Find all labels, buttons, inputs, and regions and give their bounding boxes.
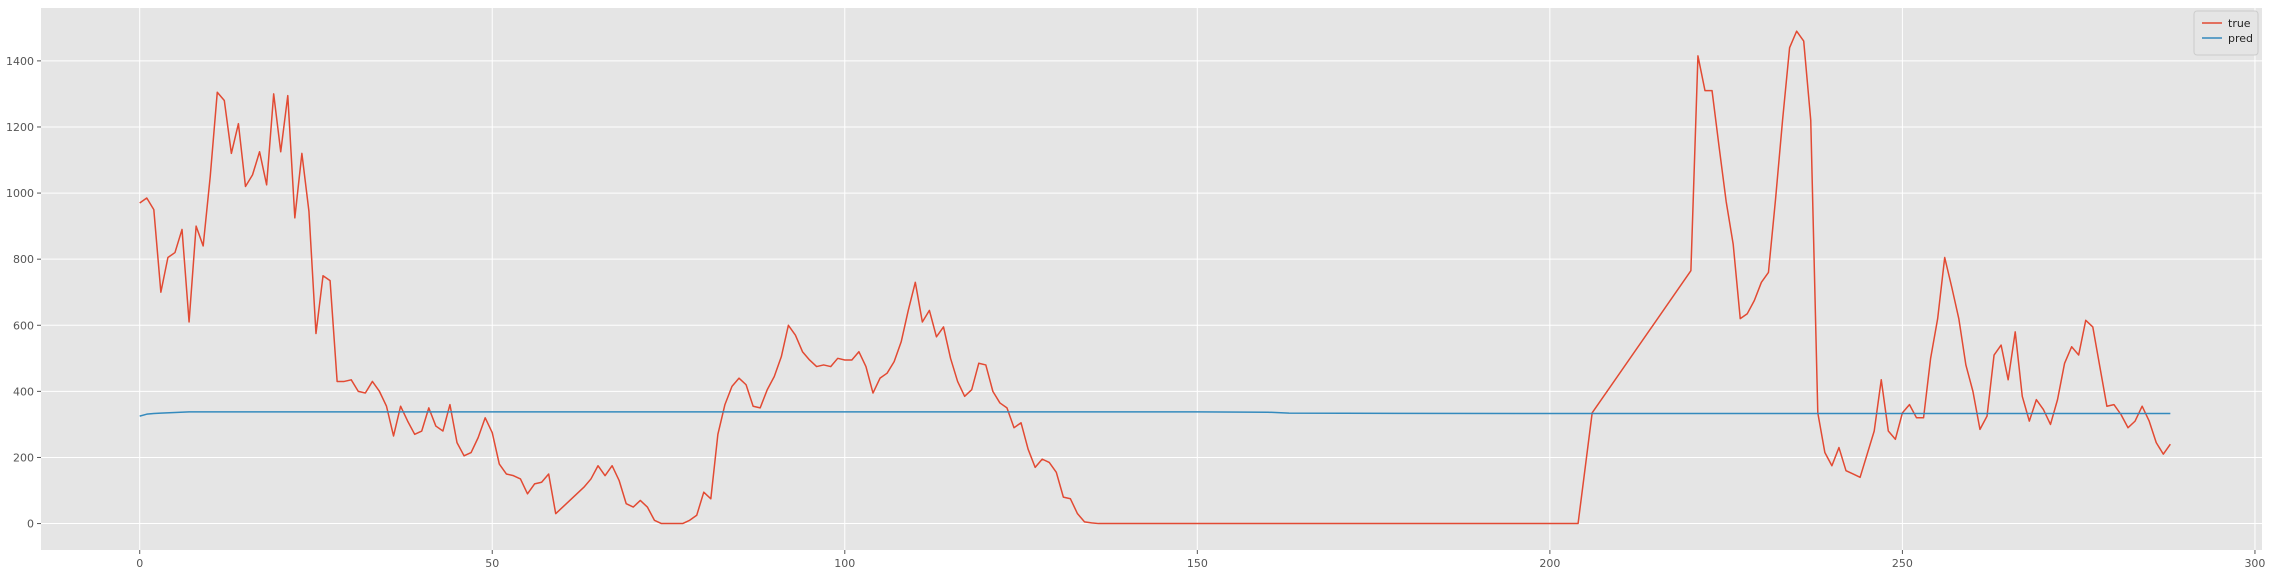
series-line-pred [139, 411, 2171, 417]
series-line-true [139, 30, 2171, 525]
y-tick-label: 0 [27, 518, 34, 531]
series-layer [139, 30, 2171, 525]
x-axis: 0 50 100 150 200 250 300 [136, 550, 2265, 570]
y-tick-label: 1000 [6, 187, 34, 200]
y-tick-label: 200 [13, 451, 34, 464]
x-tick-label: 50 [485, 557, 499, 570]
y-tick-label: 1400 [6, 55, 34, 68]
x-tick-label: 0 [136, 557, 143, 570]
legend: true pred [2193, 10, 2259, 56]
x-tick-label: 300 [2244, 557, 2265, 570]
x-tick-label: 100 [834, 557, 855, 570]
grid-lines [41, 8, 2262, 550]
x-tick-label: 250 [1892, 557, 1913, 570]
y-axis: 0 200 400 600 800 1000 1200 1400 [6, 55, 41, 531]
legend-box [2193, 10, 2259, 56]
plot-area [41, 8, 2262, 550]
y-tick-label: 600 [13, 319, 34, 332]
y-tick-label: 800 [13, 253, 34, 266]
legend-label-pred: pred [2228, 32, 2253, 45]
y-tick-label: 400 [13, 385, 34, 398]
x-tick-label: 200 [1539, 557, 1560, 570]
legend-label-true: true [2228, 17, 2251, 30]
y-tick-label: 1200 [6, 121, 34, 134]
x-tick-label: 150 [1187, 557, 1208, 570]
